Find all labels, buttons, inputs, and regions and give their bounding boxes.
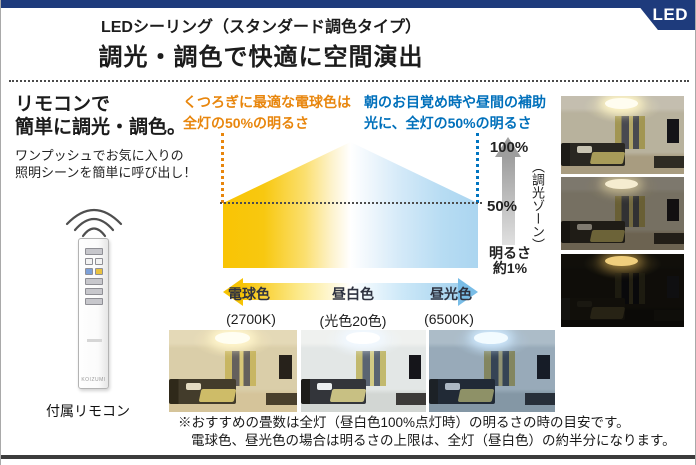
warm-caption-line2: 全灯の50%の明るさ <box>183 115 310 131</box>
ceiling-light <box>215 332 250 344</box>
remote-control: KOIZUMI <box>78 238 109 389</box>
remote-print <box>87 339 102 342</box>
remote-caption: 付属リモコン <box>46 403 130 419</box>
remote-button <box>84 248 103 255</box>
cabinet <box>266 393 297 406</box>
room-photo-brightness-50 <box>561 177 684 250</box>
left-body-line2: 照明シーンを簡単に呼び出し！ <box>15 165 197 180</box>
room-photo-daywhite-color <box>301 330 426 412</box>
remote-button <box>84 298 103 305</box>
brightness-min-label: 明るさ 約1% <box>487 246 533 276</box>
tv <box>408 354 421 380</box>
left-body-line1: ワンプッシュでお気に入りの <box>15 148 184 163</box>
room-photo-bulb-color <box>169 330 297 412</box>
page-title: 調光・調色で快適に空間演出 <box>98 44 424 71</box>
brightness-min-line1: 明るさ <box>489 245 531 261</box>
remote-button <box>84 288 103 295</box>
cabinet <box>654 233 684 245</box>
remote-button-down <box>84 258 93 265</box>
brightness-min-line2: 約1% <box>492 260 528 276</box>
left-heading-line2: 簡単に調光・調色。 <box>15 117 187 138</box>
remote-button-up <box>94 258 103 265</box>
arrow-left-icon <box>223 278 243 306</box>
color-temperature-gradient <box>242 283 459 300</box>
brightness-100-label: 100% <box>489 139 529 156</box>
cool-caption-line1: 朝のお目覚め時や昼間の補助 <box>364 94 546 110</box>
remote-signal-icon <box>65 209 123 238</box>
kelvin-2700: (2700K) <box>226 311 276 327</box>
pillow <box>576 145 592 153</box>
remote-buttons <box>79 248 108 308</box>
ceiling-light <box>474 332 509 344</box>
pillow <box>445 382 461 390</box>
remote-button <box>84 278 103 285</box>
cool-dotted-line <box>476 133 479 203</box>
cabinet <box>396 393 426 406</box>
label-daywhite-color: 昼白色 <box>332 286 374 302</box>
room-photo-nightlight <box>561 254 684 327</box>
remote-button-warm <box>94 268 103 275</box>
top-accent-bar <box>1 0 695 8</box>
shade-overlay <box>561 177 684 250</box>
cool-caption: 朝のお目覚め時や昼間の補助 光に、全灯の50%の明るさ <box>364 92 546 134</box>
dotted-divider <box>9 80 689 82</box>
brightness-arrow <box>495 137 521 245</box>
footnote-line1: ※おすすめの畳数は全灯（昼白色100%点灯時）の明るさの時の目安です。 <box>178 415 630 430</box>
left-body: ワンプッシュでお気に入りの 照明シーンを簡単に呼び出し！ <box>15 147 196 181</box>
kelvin-6500: (6500K) <box>424 311 474 327</box>
cabinet <box>654 156 684 168</box>
remote-brand: KOIZUMI <box>81 377 106 383</box>
footnote-line2: 電球色、昼光色の場合は明るさの上限は、全灯（昼白色）の約半分になります。 <box>191 433 676 448</box>
ceiling-light <box>605 98 639 110</box>
fifty-percent-line <box>220 202 482 204</box>
tv <box>666 198 680 221</box>
shade-overlay <box>561 96 684 174</box>
arrow-right-icon <box>458 278 478 306</box>
cool-caption-line2: 光に、全灯の50%の明るさ <box>364 115 532 131</box>
led-badge: LED <box>634 0 695 30</box>
ceiling-light <box>605 179 639 190</box>
kelvin-20colors: (光色20色) <box>319 313 387 329</box>
label-daylight-color: 昼光色 <box>430 286 472 302</box>
dimming-color-diagram <box>223 142 478 268</box>
cabinet <box>524 393 555 406</box>
arrow-up-icon <box>495 137 521 157</box>
tv <box>666 275 680 298</box>
color-temperature-arrow: 電球色 昼白色 昼光色 <box>223 277 478 307</box>
left-heading: リモコンで 簡単に調光・調色。 <box>15 93 186 139</box>
tv <box>279 354 292 380</box>
pillow <box>576 300 592 308</box>
pillow <box>576 223 592 231</box>
tv <box>537 354 550 380</box>
label-bulb-color: 電球色 <box>228 286 270 302</box>
brightness-arrow-body <box>501 157 515 245</box>
dimming-zone-label: （調光ゾーン） <box>530 160 545 251</box>
warm-dotted-line <box>221 133 224 203</box>
shade-overlay <box>561 254 684 327</box>
warm-caption: くつろぎに最適な電球色は 全灯の50%の明るさ <box>183 92 351 134</box>
pillow <box>317 382 333 390</box>
pillow <box>185 382 201 390</box>
tv <box>666 119 680 143</box>
cabinet <box>654 310 684 322</box>
room-photo-daylight-color <box>429 330 555 412</box>
ceiling-light <box>346 332 380 344</box>
room-photo-brightness-100 <box>561 96 684 174</box>
bottom-border <box>1 455 695 459</box>
product-subtitle: LEDシーリング（スタンダード調色タイプ） <box>100 19 421 36</box>
ceiling-light <box>605 256 639 267</box>
remote-button-cool <box>84 268 93 275</box>
warm-caption-line1: くつろぎに最適な電球色は <box>183 94 351 110</box>
brightness-50-label: 50% <box>486 198 518 215</box>
left-heading-line1: リモコンで <box>15 94 111 115</box>
